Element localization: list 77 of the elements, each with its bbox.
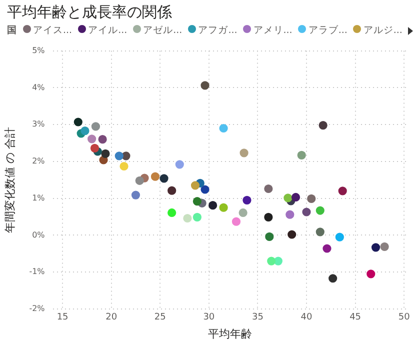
point — [120, 162, 128, 171]
x-tick-label: 45 — [350, 312, 362, 323]
point — [307, 194, 316, 204]
point — [91, 122, 100, 131]
point — [288, 230, 296, 239]
point — [135, 176, 144, 185]
point — [192, 212, 202, 222]
point — [192, 196, 202, 206]
point — [219, 124, 228, 133]
legend-label: アイス... — [33, 25, 72, 36]
point — [335, 232, 344, 242]
point — [286, 210, 294, 219]
point — [264, 184, 273, 194]
point — [240, 148, 248, 158]
point — [380, 242, 389, 251]
x-tick-label: 15 — [56, 312, 68, 323]
point — [190, 181, 200, 190]
point — [131, 190, 140, 200]
x-tick-label: 20 — [106, 312, 118, 323]
legend-label: アメリ... — [253, 25, 292, 36]
y-tick-label: 1% — [32, 193, 46, 202]
legend-title: 国 — [7, 24, 17, 37]
legend-label: アルジ... — [363, 25, 402, 36]
y-tick-label: -2% — [29, 304, 46, 314]
y-tick-label: 5% — [32, 46, 46, 55]
chart-title: 平均年齢と成長率の関係 — [7, 3, 172, 22]
y-tick-label: 2% — [32, 156, 46, 166]
point — [200, 185, 210, 194]
y-tick-label: -1% — [29, 267, 46, 276]
y-tick-label: 0% — [32, 230, 46, 240]
point — [338, 186, 347, 196]
point — [238, 208, 248, 218]
legend-label: アラブ... — [308, 25, 348, 36]
x-tick-label: 30 — [203, 312, 215, 323]
point — [302, 208, 311, 216]
y-axis-title: 年間変化数値 の 合計 — [3, 126, 16, 233]
point — [219, 203, 228, 212]
point — [318, 121, 328, 130]
point — [291, 192, 300, 202]
y-tick-label: 4% — [32, 82, 46, 92]
point — [242, 196, 252, 204]
legend-label: アイル... — [88, 25, 128, 36]
point — [366, 270, 376, 278]
point — [297, 150, 306, 160]
point — [265, 232, 274, 242]
point — [316, 228, 324, 236]
legend-label: アフガ... — [198, 25, 238, 36]
point — [98, 135, 107, 144]
point — [168, 208, 176, 218]
point — [114, 152, 124, 160]
point — [328, 274, 338, 283]
point — [200, 81, 210, 90]
point — [80, 126, 90, 136]
point — [264, 212, 273, 222]
point — [371, 243, 380, 252]
x-tick-label: 50 — [398, 312, 410, 323]
legend-label: アゼル... — [143, 25, 182, 36]
point — [183, 214, 192, 223]
point — [160, 174, 168, 183]
point — [322, 244, 332, 253]
x-tick-label: 40 — [300, 312, 312, 323]
point — [74, 118, 82, 126]
point — [88, 134, 96, 144]
point — [232, 217, 241, 226]
point — [175, 160, 184, 169]
x-tick-label: 25 — [154, 312, 166, 323]
point — [284, 194, 292, 202]
point — [168, 186, 176, 195]
y-tick-label: 3% — [32, 120, 46, 129]
point — [316, 206, 324, 215]
x-tick-label: 35 — [252, 312, 264, 323]
point — [150, 172, 160, 181]
point — [208, 201, 218, 210]
x-axis-title: 平均年齢 — [208, 327, 252, 340]
point — [90, 144, 100, 152]
point — [267, 256, 276, 266]
point — [101, 149, 110, 158]
